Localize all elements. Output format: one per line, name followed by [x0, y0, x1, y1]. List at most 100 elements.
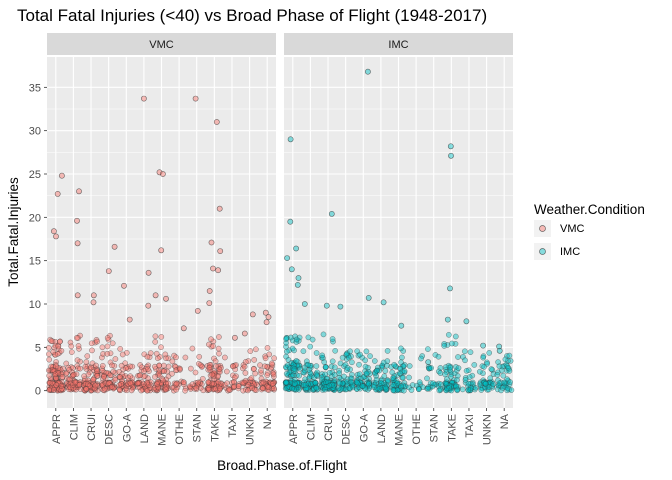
- data-point: [48, 363, 55, 370]
- data-point: [398, 359, 404, 366]
- data-point: [154, 381, 160, 387]
- data-point: [462, 357, 468, 364]
- data-point: [158, 247, 165, 254]
- data-point: [265, 314, 272, 320]
- data-point: [90, 292, 97, 299]
- data-point: [452, 333, 459, 340]
- data-point: [296, 372, 303, 379]
- data-point: [480, 370, 486, 377]
- x-axis-title: Broad.Phase.of.Flight: [217, 458, 347, 473]
- data-point: [105, 268, 112, 274]
- data-point: [94, 338, 100, 345]
- data-point: [264, 345, 271, 351]
- data-point: [374, 364, 381, 371]
- data-point: [241, 363, 248, 370]
- data-point: [400, 374, 406, 381]
- x-tick-label: MANE: [394, 414, 406, 446]
- data-point: [460, 354, 466, 360]
- x-tick-label: UNKN: [245, 414, 257, 445]
- data-point: [480, 342, 486, 349]
- data-point: [271, 373, 277, 380]
- data-point: [455, 365, 462, 371]
- data-point: [382, 368, 389, 374]
- data-point: [260, 385, 266, 392]
- data-point: [156, 362, 163, 369]
- data-point: [448, 152, 454, 159]
- data-point: [425, 346, 431, 352]
- data-point: [144, 379, 151, 386]
- legend: Weather.Condition VMC IMC: [534, 202, 645, 260]
- data-point: [336, 370, 343, 377]
- data-point: [441, 343, 448, 349]
- data-point: [206, 341, 212, 348]
- data-point: [348, 379, 354, 385]
- data-point: [217, 248, 224, 254]
- data-point: [496, 343, 502, 350]
- data-point: [75, 343, 82, 349]
- data-point: [209, 371, 216, 378]
- data-point: [302, 367, 308, 374]
- data-point: [261, 363, 268, 370]
- data-point: [74, 292, 81, 299]
- data-point: [454, 377, 460, 383]
- data-point: [231, 334, 238, 341]
- data-point: [398, 345, 404, 352]
- data-point: [332, 347, 339, 354]
- data-point: [110, 368, 117, 375]
- chart-title: Total Fatal Injuries (<40) vs Broad Phas…: [17, 6, 487, 25]
- data-point: [72, 379, 79, 386]
- data-point: [159, 171, 166, 177]
- data-point: [105, 380, 112, 386]
- points-imc: [282, 68, 515, 394]
- data-point: [152, 333, 159, 340]
- data-point: [192, 369, 199, 376]
- data-point: [90, 299, 97, 306]
- data-point: [489, 384, 496, 391]
- x-tick-label: GO-A: [121, 413, 133, 442]
- data-point: [248, 375, 255, 381]
- data-point: [205, 379, 212, 385]
- data-point: [224, 380, 230, 387]
- data-point: [192, 95, 199, 102]
- data-point: [401, 368, 408, 374]
- data-point: [231, 379, 237, 385]
- data-point: [199, 375, 206, 382]
- data-point: [145, 375, 151, 381]
- data-point: [290, 367, 297, 374]
- data-point: [441, 341, 448, 347]
- data-point: [353, 379, 360, 386]
- data-point: [489, 367, 496, 373]
- data-point: [100, 351, 106, 357]
- data-point: [506, 368, 513, 374]
- data-point: [453, 383, 460, 390]
- data-point: [289, 345, 296, 352]
- data-point: [108, 384, 115, 390]
- data-point: [70, 372, 77, 378]
- data-point: [140, 381, 147, 387]
- data-point: [363, 348, 370, 355]
- data-point: [240, 365, 246, 372]
- data-point: [463, 367, 470, 374]
- data-point: [397, 365, 404, 372]
- data-point: [250, 366, 257, 372]
- data-point: [283, 379, 290, 386]
- data-point: [313, 385, 320, 391]
- data-point: [181, 379, 187, 386]
- data-point: [320, 331, 327, 338]
- data-point: [84, 353, 91, 359]
- data-point: [94, 372, 101, 379]
- x-tick-label: OTHE: [411, 414, 423, 445]
- data-point: [226, 387, 233, 393]
- data-point: [117, 346, 124, 352]
- data-point: [304, 385, 311, 392]
- data-point: [376, 385, 383, 392]
- data-point: [236, 383, 242, 390]
- data-point: [406, 374, 412, 381]
- y-tick-label: 10: [29, 299, 41, 311]
- data-point: [213, 119, 220, 125]
- data-point: [269, 380, 276, 387]
- data-point: [346, 385, 353, 391]
- data-point: [215, 345, 222, 352]
- data-point: [344, 365, 351, 371]
- data-point: [194, 307, 201, 314]
